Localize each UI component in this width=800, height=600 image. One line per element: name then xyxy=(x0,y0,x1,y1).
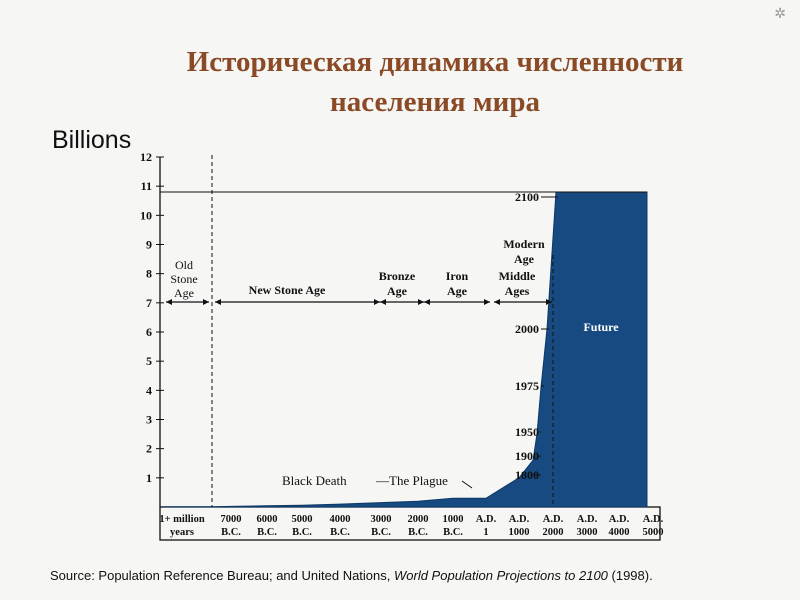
x-tick-label: B.C. xyxy=(371,527,391,538)
x-tick-label: 3000 xyxy=(577,527,598,538)
x-tick-label: 2000 xyxy=(543,527,564,538)
x-tick-label: B.C. xyxy=(292,527,312,538)
y-tick-label: 4 xyxy=(146,383,152,397)
x-tick-label: 7000 xyxy=(221,514,242,525)
x-tick-label: A.D. xyxy=(643,514,664,525)
plague-leader xyxy=(461,480,473,489)
x-tick-label: 6000 xyxy=(257,514,278,525)
x-tick-label: A.D. xyxy=(509,514,530,525)
slide-title-line-1: Историческая динамика численности xyxy=(186,46,684,78)
era-label: Modern xyxy=(503,237,545,251)
x-tick-label: 4000 xyxy=(330,514,351,525)
new-stone-arrow-head-right xyxy=(374,299,380,305)
source-title: World Population Projections to 2100 xyxy=(394,568,608,583)
year-marker-label: 1950 xyxy=(515,425,539,439)
old-stone-arrow-head-right xyxy=(203,299,209,305)
y-tick-label: 2 xyxy=(146,442,152,456)
x-tick-label: B.C. xyxy=(408,527,428,538)
source-suffix: (1998). xyxy=(607,568,653,583)
x-tick-label: 1000 xyxy=(509,527,530,538)
x-tick-label: 1+ million xyxy=(159,514,205,525)
x-tick-label: 4000 xyxy=(609,527,630,538)
era-label: Iron xyxy=(446,269,469,283)
y-tick-label: 5 xyxy=(146,354,152,368)
source-prefix: Source: Population Reference Bureau; and… xyxy=(50,568,394,583)
year-marker-label: 1800 xyxy=(515,468,539,482)
slide-title-line-2: населения мира xyxy=(330,86,540,118)
x-tick-label: 5000 xyxy=(292,514,313,525)
x-tick-label: 3000 xyxy=(371,514,392,525)
y-tick-label: 9 xyxy=(146,238,152,252)
x-tick-label: A.D. xyxy=(609,514,630,525)
source-note: Source: Population Reference Bureau; and… xyxy=(50,568,653,583)
year-marker-label: 1900 xyxy=(515,449,539,463)
era-label: Bronze xyxy=(379,269,416,283)
middle-ages-arrow-head-left xyxy=(494,299,500,305)
units-label: Billions xyxy=(52,126,132,154)
iron-arrow-head-left xyxy=(424,299,430,305)
bronze-arrow-head-right xyxy=(418,299,424,305)
y-tick-label: 7 xyxy=(146,296,152,310)
corner-decoration-icon: ✲ xyxy=(774,6,786,22)
x-tick-label: 5000 xyxy=(643,527,664,538)
era-label: Old xyxy=(175,258,193,272)
y-tick-label: 12 xyxy=(140,150,152,164)
x-tick-label: B.C. xyxy=(330,527,350,538)
black-death-annotation: Black Death xyxy=(282,473,347,488)
y-tick-label: 10 xyxy=(140,208,152,222)
new-stone-arrow-head-left xyxy=(215,299,221,305)
x-tick-label: 2000 xyxy=(408,514,429,525)
era-label: Middle xyxy=(499,269,536,283)
x-tick-label: 1 xyxy=(483,527,488,538)
era-label: Age xyxy=(447,284,468,298)
x-tick-label: years xyxy=(170,527,194,538)
era-label: Age xyxy=(514,252,535,266)
year-marker-label: 2000 xyxy=(515,322,539,336)
y-tick-label: 11 xyxy=(141,179,152,193)
y-tick-label: 6 xyxy=(146,325,152,339)
future-label: Future xyxy=(583,320,619,334)
iron-arrow-head-right xyxy=(484,299,490,305)
x-tick-label: A.D. xyxy=(577,514,598,525)
x-tick-label: A.D. xyxy=(543,514,564,525)
era-label: New Stone Age xyxy=(249,283,326,297)
era-label: Age xyxy=(174,286,194,300)
x-tick-label: 1000 xyxy=(443,514,464,525)
era-label: Stone xyxy=(170,272,197,286)
era-label: Ages xyxy=(505,284,530,298)
plague-annotation: —The Plague xyxy=(375,473,448,488)
y-tick-label: 8 xyxy=(146,267,152,281)
x-tick-label: B.C. xyxy=(257,527,277,538)
middle-ages-arrow-head-right xyxy=(546,299,552,305)
year-marker-label: 2100 xyxy=(515,190,539,204)
x-tick-label: A.D. xyxy=(476,514,497,525)
era-label: Age xyxy=(387,284,408,298)
x-tick-label: B.C. xyxy=(221,527,241,538)
bronze-arrow-head-left xyxy=(380,299,386,305)
x-tick-label: B.C. xyxy=(443,527,463,538)
old-stone-arrow-head-left xyxy=(166,299,172,305)
y-tick-label: 1 xyxy=(146,471,152,485)
year-marker-label: 1975 xyxy=(515,379,539,393)
y-tick-label: 3 xyxy=(146,413,152,427)
population-area xyxy=(162,191,648,508)
